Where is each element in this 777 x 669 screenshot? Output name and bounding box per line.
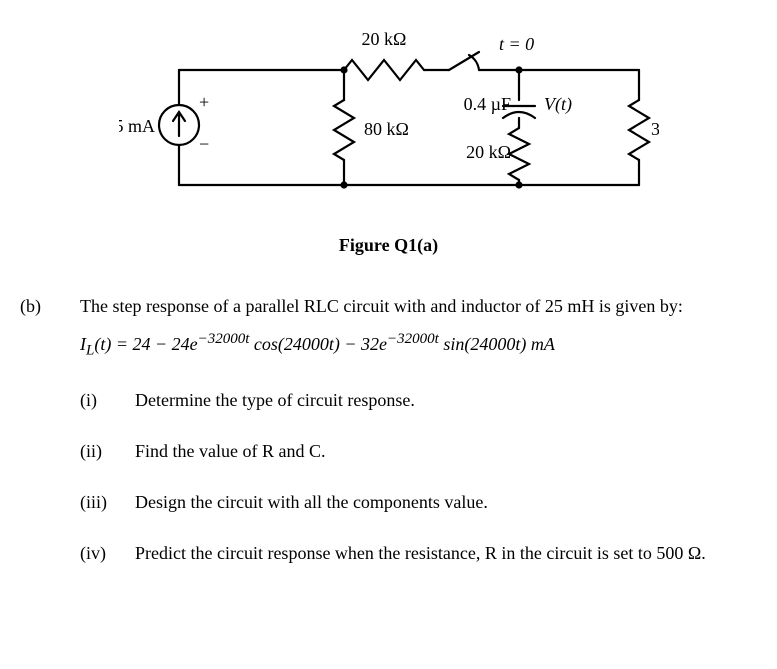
- circuit-figure: 20 kΩ t = 0 7.5 mA + − 80 kΩ 0.4 µF V(t)…: [119, 20, 659, 225]
- item-iii-label: (iii): [80, 492, 135, 513]
- label-r80: 80 kΩ: [364, 119, 409, 139]
- item-iv-text: Predict the circuit response when the re…: [135, 543, 706, 564]
- item-i-label: (i): [80, 390, 135, 411]
- item-ii: (ii) Find the value of R and C.: [80, 441, 757, 462]
- item-ii-text: Find the value of R and C.: [135, 441, 325, 462]
- item-iv: (iv) Predict the circuit response when t…: [80, 543, 757, 564]
- figure-caption: Figure Q1(a): [20, 235, 757, 256]
- label-source: 7.5 mA: [119, 116, 155, 136]
- circuit-svg: 20 kΩ t = 0 7.5 mA + − 80 kΩ 0.4 µF V(t)…: [119, 20, 659, 220]
- source-minus: −: [199, 134, 209, 154]
- item-iii-text: Design the circuit with all the componen…: [135, 492, 488, 513]
- item-i-text: Determine the type of circuit response.: [135, 390, 415, 411]
- label-switch: t = 0: [499, 34, 534, 54]
- label-r-top: 20 kΩ: [361, 29, 406, 49]
- source-plus: +: [199, 92, 209, 112]
- part-b-intro: The step response of a parallel RLC circ…: [80, 296, 757, 317]
- part-b: (b) The step response of a parallel RLC …: [20, 296, 757, 564]
- item-i: (i) Determine the type of circuit respon…: [80, 390, 757, 411]
- part-b-equation: IL(t) = 24 − 24e−32000t cos(24000t) − 32…: [80, 331, 757, 360]
- label-cap: 0.4 µF: [463, 94, 510, 114]
- item-ii-label: (ii): [80, 441, 135, 462]
- item-iv-label: (iv): [80, 543, 135, 564]
- label-vt: V(t): [544, 94, 572, 115]
- label-r30: 30 kΩ: [651, 119, 659, 139]
- part-b-label: (b): [20, 296, 80, 564]
- label-r20: 20 kΩ: [466, 142, 511, 162]
- item-iii: (iii) Design the circuit with all the co…: [80, 492, 757, 513]
